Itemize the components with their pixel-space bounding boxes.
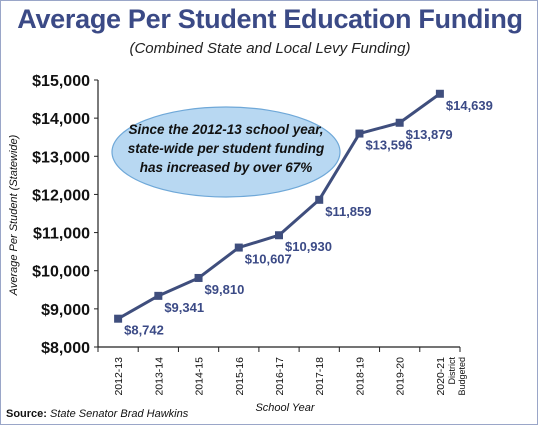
x-tick-label: 2014-15 xyxy=(194,357,206,396)
data-point xyxy=(355,129,364,138)
x-tick-label: 2013-14 xyxy=(153,357,165,396)
y-axis-ticks: $8,000 $9,000 $10,000 $11,000 $12,000 $13,000… xyxy=(32,73,98,357)
annotation-line-2: state-wide per student funding xyxy=(128,141,325,156)
x-tick-label: 2019-20 xyxy=(395,357,407,396)
source-text: State Senator Brad Hawkins xyxy=(50,408,189,420)
annotation-line-1: Since the 2012-13 school year, xyxy=(128,122,323,137)
data-label: $13,879 xyxy=(406,127,453,142)
x-tick-label: 2016-17 xyxy=(274,357,286,396)
chart-subtitle: (Combined State and Local Levy Funding) xyxy=(129,40,411,57)
y-tick-label: $15,000 xyxy=(32,73,90,90)
data-point xyxy=(114,314,123,323)
x-axis-label: School Year xyxy=(255,402,315,414)
data-label: $10,607 xyxy=(245,252,292,267)
data-label: $10,930 xyxy=(285,239,332,254)
data-point xyxy=(435,89,444,98)
data-point xyxy=(234,243,243,252)
x-tick-label: 2012-13 xyxy=(113,357,125,396)
y-tick-label: $11,000 xyxy=(33,226,90,243)
data-label: $14,639 xyxy=(446,98,493,113)
chart-axes xyxy=(97,80,460,348)
x-axis-ticks: 2012-13 2013-14 2014-15 2015-16 2016-17 2017-… xyxy=(97,347,467,396)
data-label: $13,596 xyxy=(365,138,412,153)
x-tick-label: 2020-21 xyxy=(435,357,447,396)
annotation-line-3: has increased by over 67% xyxy=(140,160,313,175)
x-tick-sublabel: Budgeted xyxy=(457,357,467,396)
y-tick-label: $12,000 xyxy=(32,187,90,204)
chart-title: Average Per Student Education Funding xyxy=(17,4,523,34)
data-label: $9,341 xyxy=(164,300,204,315)
data-label: $9,810 xyxy=(205,282,245,297)
data-point xyxy=(395,118,404,127)
data-point xyxy=(315,195,324,204)
data-point xyxy=(154,291,163,300)
x-tick-label: 2017-18 xyxy=(314,357,326,396)
y-tick-label: $13,000 xyxy=(32,149,90,166)
y-tick-label: $14,000 xyxy=(32,111,90,128)
series-funding xyxy=(114,89,444,323)
source-label: Source: xyxy=(6,408,47,420)
data-point xyxy=(194,273,203,282)
y-tick-label: $10,000 xyxy=(32,264,90,281)
data-label: $11,859 xyxy=(325,204,371,219)
y-tick-label: $8,000 xyxy=(41,340,90,357)
x-tick-sublabel: District xyxy=(447,357,457,385)
annotation-bubble xyxy=(111,106,341,198)
source-note: Source: State Senator Brad Hawkins xyxy=(6,408,188,420)
data-label: $8,742 xyxy=(124,323,164,338)
x-tick-label: 2018-19 xyxy=(354,357,366,396)
y-tick-label: $9,000 xyxy=(41,302,90,319)
x-tick-label: 2015-16 xyxy=(234,357,246,396)
data-labels: $8,742$9,341$9,810$10,607$10,930 $11,859 $… xyxy=(124,98,493,338)
y-axis-label: Average Per Student (Statewide) xyxy=(8,134,20,296)
data-point xyxy=(275,231,283,240)
